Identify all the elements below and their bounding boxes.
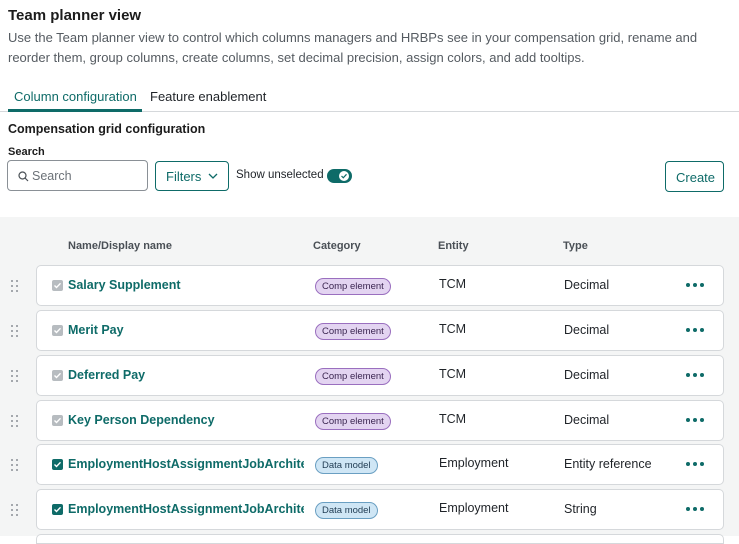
search-input[interactable] [32,167,142,185]
category-badge: Data model [315,502,378,519]
search-icon [18,171,29,182]
check-icon [54,417,62,424]
tab-feature-enablement[interactable]: Feature enablement [150,89,267,104]
drag-handle-icon[interactable] [11,325,21,337]
column-header-category[interactable]: Category [313,240,361,252]
row-checkbox[interactable] [52,504,63,515]
drag-handle-icon[interactable] [11,280,21,292]
more-actions-icon[interactable] [686,462,704,468]
row-entity: TCM [439,367,467,381]
check-icon [54,506,62,513]
row-type: Decimal [564,278,610,292]
row-type: Decimal [564,323,610,337]
category-badge: Data model [315,457,378,474]
row-name-link[interactable]: Merit Pay [68,323,124,337]
row-checkbox[interactable] [52,280,63,291]
row-checkbox[interactable] [52,370,63,381]
row-entity: Employment [439,501,509,515]
more-actions-icon[interactable] [686,328,704,334]
row-name-link[interactable]: Deferred Pay [68,368,146,382]
row-checkbox[interactable] [52,459,63,470]
table-row[interactable]: EmploymentHostAssignmentJobArchitecture D… [36,489,724,530]
row-entity: TCM [439,412,467,426]
row-name-link[interactable]: Salary Supplement [68,278,181,292]
drag-handle-icon[interactable] [11,415,21,427]
create-label: Create [676,170,716,185]
page-description: Use the Team planner view to control whi… [8,30,698,65]
page-title: Team planner view [8,7,142,24]
row-checkbox[interactable] [52,415,63,426]
active-tab-indicator [8,109,142,112]
chevron-down-icon [208,173,218,179]
more-actions-icon[interactable] [686,283,704,289]
check-icon [341,173,347,179]
check-icon [54,282,62,289]
search-field[interactable] [7,160,148,191]
column-header-name[interactable]: Name/Display name [68,240,172,252]
drag-handle-icon[interactable] [11,370,21,382]
check-icon [54,372,62,379]
filters-label: Filters [166,169,202,184]
row-type: String [564,502,597,516]
table-row[interactable]: EmploymentHostAssignmentJobArchitecture D… [36,444,724,485]
category-badge: Comp element [315,323,391,340]
row-type: Decimal [564,368,610,382]
drag-handle-icon[interactable] [11,504,21,516]
row-entity: Employment [439,456,509,470]
table-row[interactable]: Deferred Pay Comp element TCM Decimal [36,355,724,396]
check-icon [54,461,62,468]
show-unselected-toggle[interactable] [327,169,352,183]
tab-bar: Column configuration Feature enablement [0,84,739,112]
filters-button[interactable]: Filters [155,161,229,191]
category-badge: Comp element [315,413,391,430]
show-unselected-label: Show unselected [236,169,324,181]
table-row[interactable]: Merit Pay Comp element TCM Decimal [36,310,724,351]
category-badge: Comp element [315,368,391,385]
row-checkbox[interactable] [52,325,63,336]
section-title: Compensation grid configuration [8,122,206,136]
row-type: Decimal [564,413,610,427]
row-type: Entity reference [564,457,652,471]
table-row[interactable]: Key Person Dependency Comp element TCM Deci… [36,400,724,441]
row-entity: TCM [439,322,467,336]
row-name-link[interactable]: EmploymentHostAssignmentJobArchitecture [68,457,304,471]
check-icon [54,327,62,334]
more-actions-icon[interactable] [686,507,704,513]
table-row[interactable]: Salary Supplement Comp element TCM Decimal [36,265,724,306]
toggle-knob [339,171,349,181]
tab-column-configuration[interactable]: Column configuration [14,89,137,104]
search-label: Search [8,146,45,158]
row-name-link[interactable]: Key Person Dependency [68,413,215,427]
create-button[interactable]: Create [665,161,724,192]
row-entity: TCM [439,277,467,291]
column-header-type[interactable]: Type [563,240,588,252]
category-badge: Comp element [315,278,391,295]
more-actions-icon[interactable] [686,373,704,379]
column-header-entity[interactable]: Entity [438,240,469,252]
row-name-link[interactable]: EmploymentHostAssignmentJobArchitecture [68,502,304,516]
drag-handle-icon[interactable] [11,459,21,471]
more-actions-icon[interactable] [686,418,704,424]
